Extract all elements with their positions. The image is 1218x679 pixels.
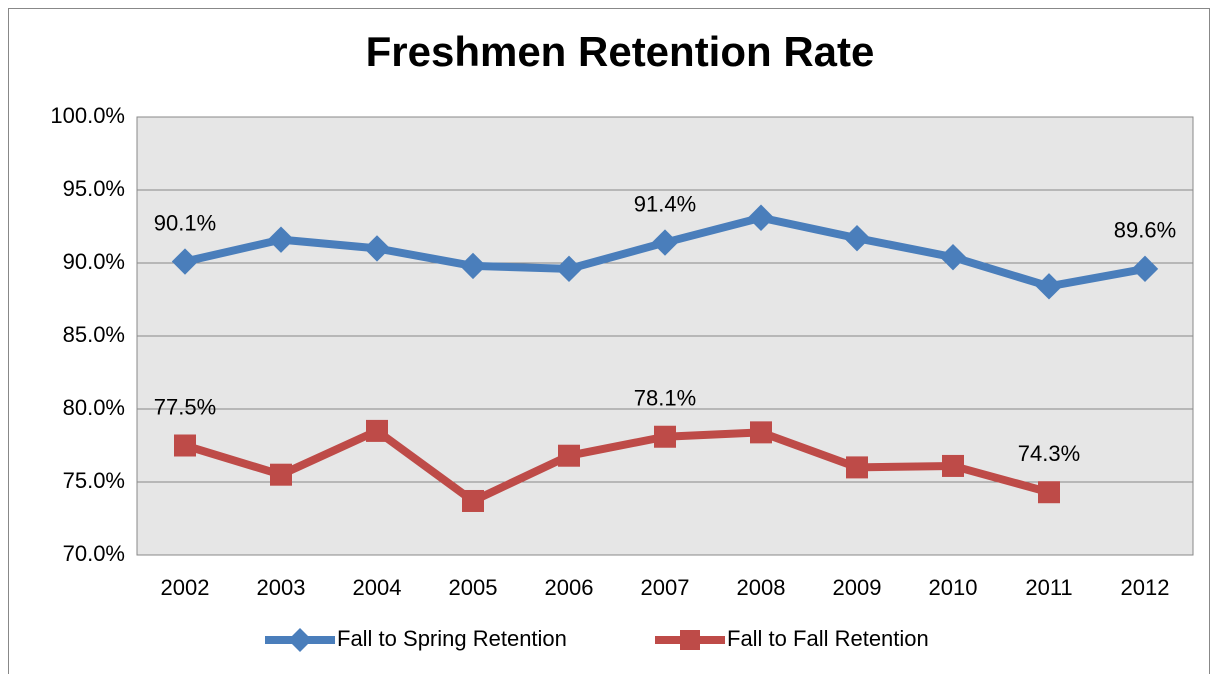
series-line	[183, 426, 1051, 505]
marker	[843, 224, 871, 252]
x-tick-label: 2003	[257, 575, 306, 600]
marker	[942, 454, 964, 477]
marker	[1038, 481, 1060, 504]
marker	[555, 255, 583, 283]
data-label: 90.1%	[154, 210, 216, 235]
marker	[363, 235, 391, 262]
legend-label: Fall to Fall Retention	[727, 626, 929, 651]
x-tick-label: 2004	[353, 575, 402, 600]
x-tick-label: 2011	[1025, 575, 1072, 600]
marker	[558, 444, 580, 467]
y-tick-label: 90.0%	[63, 249, 125, 274]
marker	[939, 243, 967, 271]
marker	[1035, 273, 1063, 300]
y-tick-label: 95.0%	[63, 176, 125, 201]
marker	[459, 252, 487, 280]
chart-title: Freshmen Retention Rate	[366, 28, 875, 75]
y-tick-label: 80.0%	[63, 395, 125, 420]
marker	[462, 489, 484, 512]
x-tick-label: 2009	[833, 575, 882, 600]
marker	[174, 434, 196, 457]
y-tick-label: 75.0%	[63, 468, 125, 493]
marker	[267, 226, 295, 253]
x-tick-label: 2002	[161, 575, 210, 600]
marker	[366, 419, 388, 442]
x-tick-label: 2006	[545, 575, 594, 600]
x-tick-label: 2007	[641, 575, 690, 600]
x-tick-label: 2005	[449, 575, 498, 600]
data-label: 89.6%	[1114, 218, 1176, 243]
x-tick-label: 2008	[737, 575, 786, 600]
marker	[651, 229, 679, 256]
data-label: 91.4%	[634, 191, 696, 216]
y-tick-label: 85.0%	[63, 322, 125, 347]
marker	[747, 204, 775, 231]
data-label: 77.5%	[154, 394, 216, 419]
marker	[680, 630, 700, 650]
x-tick-label: 2010	[929, 575, 978, 600]
data-label: 78.1%	[634, 386, 696, 411]
marker	[288, 628, 312, 652]
data-label: 74.3%	[1018, 441, 1080, 466]
marker	[171, 248, 199, 275]
marker	[270, 463, 292, 486]
legend-label: Fall to Spring Retention	[337, 626, 567, 651]
x-tick-label: 2012	[1121, 575, 1170, 600]
marker	[750, 421, 772, 444]
marker	[1131, 255, 1159, 283]
marker	[846, 456, 868, 479]
y-tick-label: 100.0%	[50, 103, 125, 128]
y-tick-label: 70.0%	[63, 541, 125, 566]
marker	[654, 425, 676, 448]
